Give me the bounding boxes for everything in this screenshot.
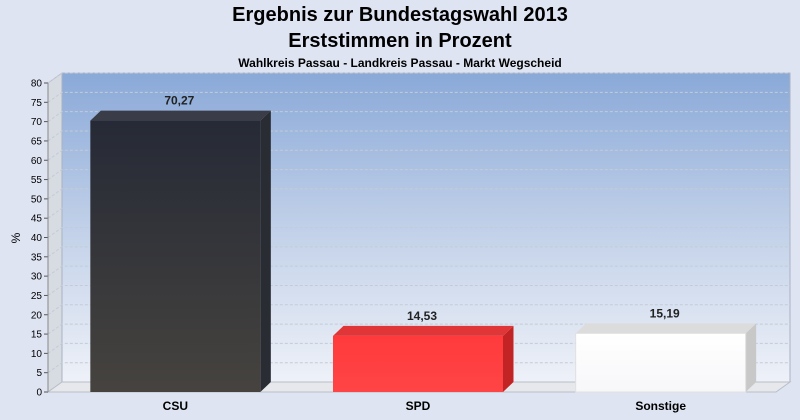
y-tick-label: 40 [31, 233, 43, 244]
bar-top [90, 110, 271, 121]
bar-side [260, 110, 271, 392]
y-tick-label: 55 [31, 175, 43, 186]
bar-side [745, 323, 757, 392]
gridline [47, 227, 790, 238]
bar-sonstige [575, 332, 747, 393]
bar-spd [333, 335, 503, 392]
gridline [47, 265, 790, 277]
gridline [47, 246, 790, 258]
y-tick-label: 65 [31, 136, 43, 147]
y-tick-label: 10 [31, 349, 43, 360]
gridline [47, 111, 790, 123]
y-tick-label: 0 [36, 388, 42, 399]
x-tick-label: Sonstige [635, 399, 686, 413]
gridline [47, 207, 790, 219]
y-tick-label: 80 [31, 79, 43, 90]
gridline [47, 323, 790, 335]
y-tick-label: 60 [31, 156, 43, 167]
gridline [47, 169, 790, 180]
y-tick-label: 15 [31, 330, 43, 341]
y-tick-label: 25 [31, 291, 43, 302]
bar-csu [90, 120, 261, 392]
bar-top [575, 323, 757, 334]
gridline [47, 130, 790, 142]
x-tick-label: CSU [163, 399, 188, 413]
chart-title: Ergebnis zur Bundestagswahl 2013 [232, 4, 568, 26]
gridline [47, 149, 790, 161]
x-tick-label: SPD [406, 399, 431, 413]
y-tick-label: 5 [36, 368, 42, 379]
gridline [47, 188, 790, 200]
y-tick-label: 50 [31, 194, 43, 205]
bar-top [333, 325, 514, 336]
gridline [47, 284, 790, 296]
gridline [47, 342, 790, 354]
data-label: 70,27 [164, 94, 194, 108]
y-tick-label: 70 [31, 117, 43, 128]
y-tick-label: 30 [31, 272, 43, 283]
y-tick-label: 45 [31, 214, 43, 225]
chart-title-block: Ergebnis zur Bundestagswahl 2013 Erststi… [0, 2, 800, 71]
y-tick-label: 75 [31, 98, 43, 109]
bar-side [503, 325, 514, 392]
data-label: 15,19 [650, 306, 680, 320]
left-wall [47, 72, 63, 393]
gridline [47, 304, 790, 316]
gridline [47, 362, 790, 374]
chart-subtitle: Wahlkreis Passau - Landkreis Passau - Ma… [238, 56, 562, 70]
y-axis-label: % [9, 232, 23, 243]
chart-title-line2: Erststimmen in Prozent [288, 30, 512, 52]
gridline [47, 72, 790, 84]
gridline [47, 91, 790, 103]
y-tick-label: 20 [31, 310, 43, 321]
y-tick-label: 35 [31, 252, 43, 263]
data-label: 14,53 [407, 309, 437, 323]
